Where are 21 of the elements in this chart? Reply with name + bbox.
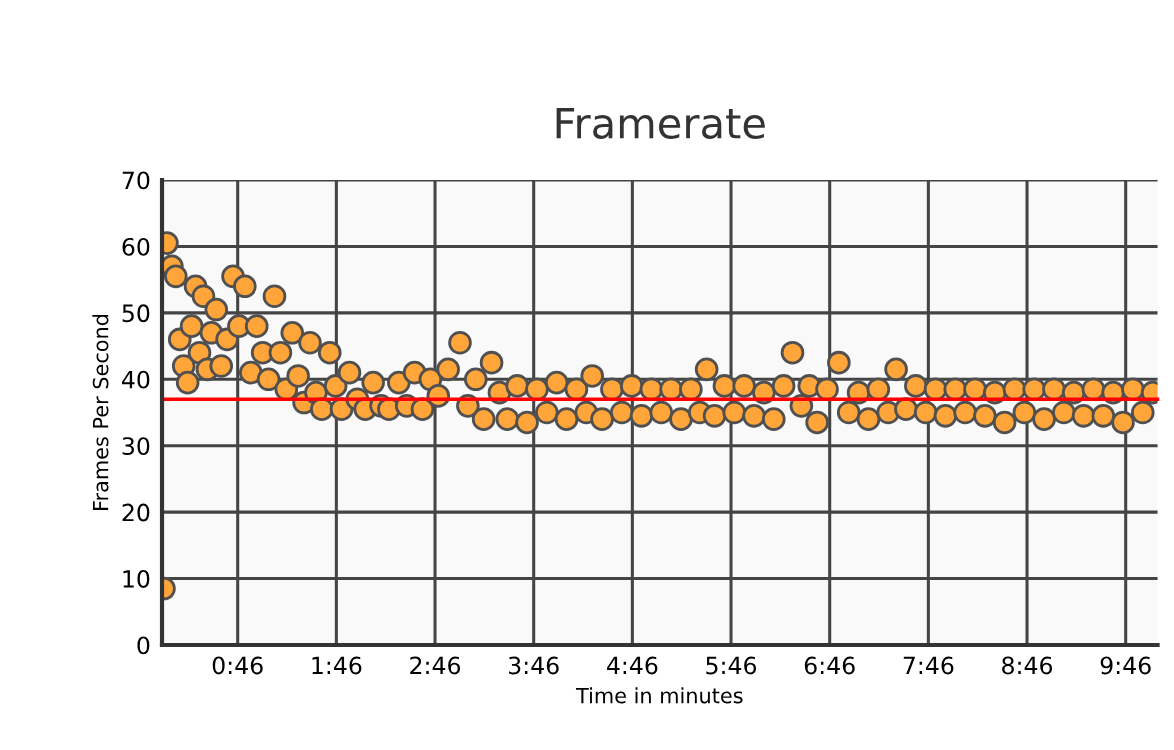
x-tick-label: 6:46 — [804, 656, 855, 675]
x-tick-label: 3:46 — [508, 656, 559, 675]
y-tick-label: 70 — [122, 171, 150, 190]
y-tick-label: 50 — [122, 304, 150, 323]
x-axis-title: Time in minutes — [575, 687, 743, 704]
y-tick-label: 10 — [123, 570, 150, 588]
x-tick-label: 7:46 — [903, 656, 954, 675]
x-tick-label: 9:46 — [1100, 656, 1151, 675]
x-tick-label: 0:46 — [212, 656, 263, 675]
y-tick-label: 40 — [122, 370, 150, 389]
x-tick-label: 2:46 — [410, 656, 461, 675]
y-tick-label: 0 — [137, 636, 150, 655]
x-tick-label: 4:46 — [607, 656, 658, 675]
y-tick-label: 60 — [122, 237, 150, 256]
y-tick-label: 20 — [122, 503, 150, 522]
chart-title: Framerate — [556, 107, 765, 139]
y-tick-label: 30 — [122, 437, 150, 456]
x-tick-label: 5:46 — [706, 656, 757, 675]
x-tick-label: 1:46 — [312, 656, 362, 675]
y-axis-title: Frames Per Second — [92, 314, 109, 510]
x-tick-label: 8:46 — [1002, 656, 1053, 675]
